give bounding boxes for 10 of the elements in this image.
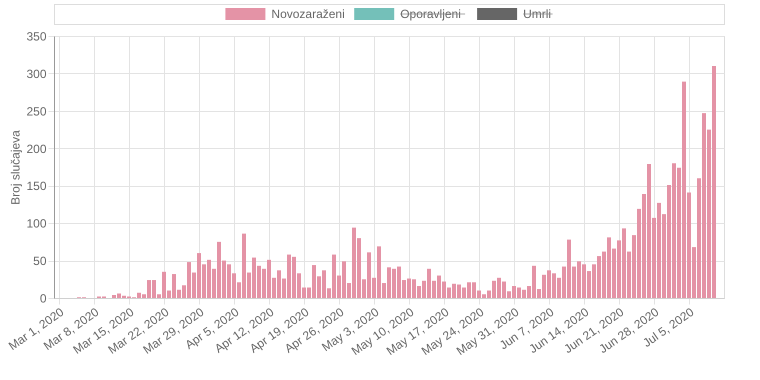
y-tick-label: 0 [40,292,47,306]
y-tick-label: 100 [26,216,47,231]
y-tick-label: 250 [26,104,47,118]
legend-label: Novozaraženi [271,7,345,21]
y-tick-label: 350 [26,30,47,44]
y-tick-label: 300 [26,66,47,81]
y-tick-label: 150 [26,179,47,194]
y-tick-label: 200 [26,142,47,156]
y-tick-label: 50 [33,254,47,268]
y-axis-title: Broj slučajeva [8,130,22,205]
